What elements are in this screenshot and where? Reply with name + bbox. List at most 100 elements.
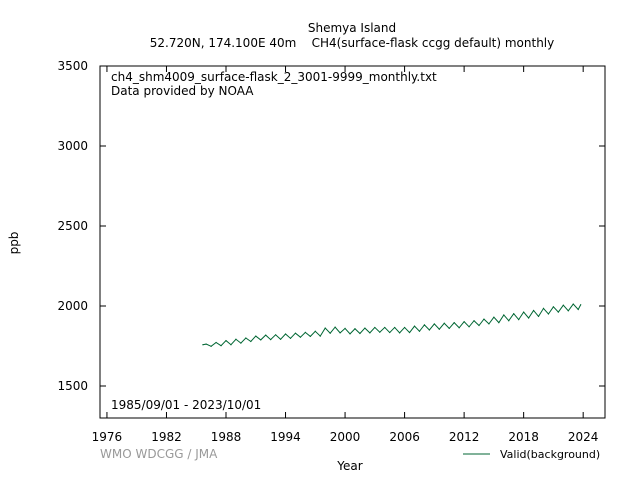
data-point [423, 324, 426, 326]
data-point [349, 333, 351, 335]
y-tick-label: 3500 [57, 59, 88, 73]
data-point [488, 323, 490, 325]
data-point [580, 304, 582, 306]
data-point [329, 332, 331, 334]
data-point [275, 334, 277, 336]
data-point [443, 322, 445, 324]
data-point [493, 316, 495, 318]
data-point [438, 328, 440, 330]
data-point [344, 327, 346, 329]
data-point [453, 322, 455, 324]
chart-subtitle: 52.720N, 174.100E 40m CH4(surface-flask … [150, 36, 555, 50]
data-point [369, 332, 371, 334]
data-point [230, 344, 232, 346]
plot-frame [99, 65, 606, 419]
data-point [542, 307, 545, 309]
data-point [202, 344, 204, 346]
y-tick-label: 3000 [57, 139, 88, 153]
data-point [359, 332, 361, 335]
x-tick-label: 1982 [151, 430, 182, 444]
data-point [284, 333, 287, 335]
x-tick-label: 1988 [211, 430, 242, 444]
data-point [240, 342, 242, 344]
x-axis-label: Year [336, 459, 362, 473]
data-point [572, 303, 574, 305]
y-axis: 1500 2000 2500 3000 3500 [57, 59, 605, 393]
data-point [557, 311, 559, 313]
data-point [374, 326, 376, 329]
data-point [418, 330, 421, 332]
x-tick-label: 2024 [568, 430, 599, 444]
data-point [408, 331, 411, 334]
y-tick-label: 2000 [57, 299, 88, 313]
data-point [270, 339, 272, 341]
data-point [498, 322, 500, 324]
data-point [245, 337, 247, 339]
data-point [235, 338, 237, 340]
data-point [314, 330, 316, 332]
data-point [339, 332, 341, 334]
x-axis: 1976 1982 1988 1994 2000 2006 2012 2018 2024 [92, 66, 599, 444]
data-point [394, 326, 396, 329]
data-point [289, 337, 292, 339]
data-point [458, 327, 460, 329]
data-point [379, 331, 381, 333]
data-point [399, 332, 401, 334]
data-point [547, 313, 550, 315]
data-point [225, 339, 227, 342]
data-point [448, 327, 450, 329]
data-point [210, 345, 212, 347]
provider-label: Data provided by NOAA [111, 84, 254, 98]
legend: Valid(background) [463, 448, 600, 461]
x-tick-label: 2012 [449, 430, 480, 444]
data-point [413, 325, 416, 327]
data-point [567, 310, 569, 312]
chart-title: Shemya Island [308, 21, 396, 35]
date-range-label: 1985/09/01 - 2023/10/01 [111, 398, 261, 412]
data-point [260, 339, 262, 341]
data-point [468, 326, 470, 328]
y-tick-label: 2500 [57, 219, 88, 233]
x-tick-label: 1994 [270, 430, 301, 444]
data-point [577, 308, 579, 311]
legend-label: Valid(background) [500, 448, 600, 461]
data-point [364, 327, 366, 329]
data-point [537, 315, 540, 317]
y-tick-label: 1500 [57, 379, 88, 393]
data-point [473, 320, 475, 322]
data-point [299, 336, 302, 338]
data-point [483, 318, 485, 320]
data-point [215, 341, 217, 344]
data-point [403, 326, 406, 329]
data-point [354, 328, 356, 330]
data-point [324, 327, 326, 329]
data-point [523, 311, 525, 313]
data-point [503, 314, 505, 316]
data-point [513, 313, 515, 315]
data-point [319, 335, 321, 337]
data-point [428, 329, 430, 331]
series-line-0 [202, 303, 582, 347]
file-label: ch4_shm4009_surface-flask_2_3001-9999_mo… [111, 70, 437, 84]
data-point [528, 317, 530, 319]
data-point [250, 340, 252, 343]
data-point [433, 323, 435, 325]
data-point [389, 331, 391, 334]
data-point [334, 326, 336, 328]
y-axis-label: ppb [7, 232, 21, 255]
data-point [552, 306, 555, 308]
data-point [205, 343, 207, 345]
data-point [265, 334, 267, 336]
data-point [508, 320, 510, 322]
credit-label: WMO WDCGG / JMA [100, 447, 218, 461]
x-tick-label: 1976 [92, 430, 123, 444]
data-point [279, 338, 282, 340]
data-point [309, 335, 311, 337]
x-tick-label: 2000 [330, 430, 361, 444]
data-point [478, 324, 480, 327]
data-point [463, 321, 465, 323]
x-tick-label: 2006 [389, 430, 420, 444]
data-point [562, 304, 564, 306]
data-point [255, 335, 257, 337]
